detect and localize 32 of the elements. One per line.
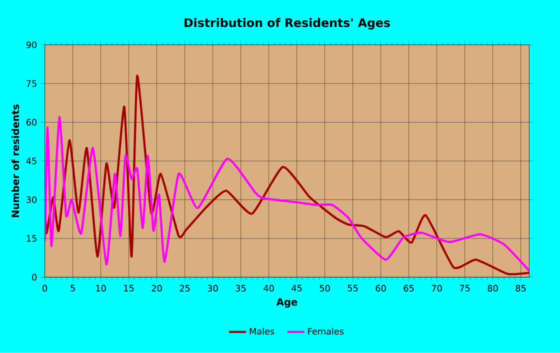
x-tick-label: 85 [516, 284, 526, 292]
y-tick-label: 0 [32, 274, 37, 281]
x-tick-label: 35 [236, 284, 246, 292]
x-tick-label: 65 [404, 284, 414, 292]
x-tick-label: 45 [292, 284, 302, 292]
y-tick-label: 15 [26, 235, 36, 242]
legend-label: Males [250, 328, 274, 335]
x-tick-label: 80 [488, 284, 498, 292]
x-tick-label: 15 [124, 284, 134, 292]
x-tick-label: 50 [320, 284, 330, 292]
x-axis-title: Age [276, 298, 298, 308]
x-tick-label: 55 [348, 284, 358, 292]
x-tick-label: 20 [152, 284, 162, 292]
legend-label: Females [308, 328, 344, 335]
x-tick-label: 75 [460, 284, 470, 292]
y-tick-label: 60 [26, 119, 37, 126]
x-tick-label: 25 [180, 284, 190, 292]
y-tick-label: 90 [26, 42, 37, 48]
line-series [44, 116, 530, 272]
x-tick-label: 10 [96, 284, 106, 292]
y-tick-label: 75 [26, 80, 36, 87]
y-tick-label: 30 [26, 196, 37, 204]
y-tick-label: 45 [26, 158, 36, 164]
x-tick-label: 60 [376, 284, 386, 292]
x-tick-label: 5 [70, 284, 75, 292]
y-axis-title: Number of residents [11, 104, 20, 218]
chart-title: Distribution of Residents' Ages [184, 18, 390, 30]
x-tick-label: 0 [42, 284, 48, 292]
x-tick-label: 40 [264, 284, 274, 292]
x-tick-label: 30 [208, 284, 218, 292]
x-tick-label: 70 [432, 284, 442, 292]
line-series [44, 74, 530, 276]
